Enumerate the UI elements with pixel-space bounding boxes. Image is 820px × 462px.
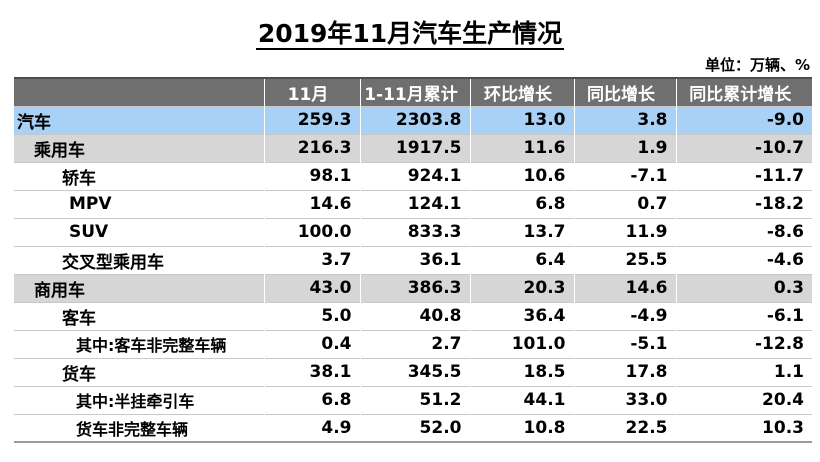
cell-yoy-cumulative: -8.6 <box>676 217 812 246</box>
cell-cumulative: 124.1 <box>360 189 471 218</box>
cell-cumulative: 833.3 <box>360 217 471 246</box>
cell-mom: 20.3 <box>470 273 575 302</box>
cell-month: 98.1 <box>264 161 361 190</box>
cell-mom: 10.6 <box>470 161 575 190</box>
cell-yoy: 1.9 <box>574 133 677 162</box>
table-row: 商用车 43.0 386.3 20.3 14.6 0.3 <box>14 273 812 302</box>
cell-yoy-cumulative: 10.3 <box>676 413 812 443</box>
table-row: SUV 100.0 833.3 13.7 11.9 -8.6 <box>14 217 812 246</box>
row-label: 汽车 <box>14 105 265 134</box>
cell-cumulative: 924.1 <box>360 161 471 190</box>
table-row: 其中:半挂牵引车 6.8 51.2 44.1 33.0 20.4 <box>14 385 812 414</box>
row-label: 乘用车 <box>14 133 265 162</box>
header-cell-yoy-cumulative: 同比累计增长 <box>676 77 812 106</box>
row-label: MPV <box>14 189 265 218</box>
cell-cumulative: 386.3 <box>360 273 471 302</box>
cell-yoy: 11.9 <box>574 217 677 246</box>
cell-yoy: 3.8 <box>574 105 677 134</box>
cell-month: 38.1 <box>264 357 361 386</box>
cell-yoy: -5.1 <box>574 329 677 358</box>
cell-month: 4.9 <box>264 413 361 443</box>
cell-mom: 13.0 <box>470 105 575 134</box>
row-label: SUV <box>14 217 265 246</box>
cell-cumulative: 2.7 <box>360 329 471 358</box>
cell-month: 14.6 <box>264 189 361 218</box>
cell-yoy: 33.0 <box>574 385 677 414</box>
cell-month: 6.8 <box>264 385 361 414</box>
cell-yoy: 17.8 <box>574 357 677 386</box>
table-row: 轿车 98.1 924.1 10.6 -7.1 -11.7 <box>14 161 812 190</box>
cell-yoy-cumulative: 20.4 <box>676 385 812 414</box>
cell-yoy-cumulative: -9.0 <box>676 105 812 134</box>
cell-month: 0.4 <box>264 329 361 358</box>
cell-mom: 44.1 <box>470 385 575 414</box>
header-cell-yoy: 同比增长 <box>574 77 677 106</box>
table-row: 其中:客车非完整车辆 0.4 2.7 101.0 -5.1 -12.8 <box>14 329 812 358</box>
cell-yoy-cumulative: -18.2 <box>676 189 812 218</box>
table-row: 货车 38.1 345.5 18.5 17.8 1.1 <box>14 357 812 386</box>
cell-yoy: 0.7 <box>574 189 677 218</box>
header-row: 11月 1-11月累计 环比增长 同比增长 同比累计增长 <box>14 77 812 106</box>
table-body: 汽车 259.3 2303.8 13.0 3.8 -9.0 乘用车 216.3 1917.5 11… <box>14 105 812 443</box>
cell-yoy: 22.5 <box>574 413 677 443</box>
cell-yoy: 25.5 <box>574 245 677 274</box>
cell-cumulative: 2303.8 <box>360 105 471 134</box>
cell-mom: 11.6 <box>470 133 575 162</box>
cell-mom: 18.5 <box>470 357 575 386</box>
cell-yoy-cumulative: -4.6 <box>676 245 812 274</box>
cell-yoy: -7.1 <box>574 161 677 190</box>
cell-mom: 10.8 <box>470 413 575 443</box>
cell-cumulative: 36.1 <box>360 245 471 274</box>
cell-month: 5.0 <box>264 301 361 330</box>
row-label: 其中:半挂牵引车 <box>14 385 265 414</box>
row-label: 交叉型乘用车 <box>14 245 265 274</box>
cell-yoy: -4.9 <box>574 301 677 330</box>
unit-label: 单位：万辆、% <box>704 56 810 74</box>
table-row: 乘用车 216.3 1917.5 11.6 1.9 -10.7 <box>14 133 812 162</box>
row-label: 货车非完整车辆 <box>14 413 265 443</box>
table-header: 11月 1-11月累计 环比增长 同比增长 同比累计增长 <box>14 77 812 106</box>
cell-cumulative: 40.8 <box>360 301 471 330</box>
table-row: 客车 5.0 40.8 36.4 -4.9 -6.1 <box>14 301 812 330</box>
cell-yoy-cumulative: -6.1 <box>676 301 812 330</box>
table-row: 交叉型乘用车 3.7 36.1 6.4 25.5 -4.6 <box>14 245 812 274</box>
header-cell-cumulative: 1-11月累计 <box>360 77 471 106</box>
cell-yoy-cumulative: 0.3 <box>676 273 812 302</box>
header-cell-month: 11月 <box>264 77 361 106</box>
cell-month: 3.7 <box>264 245 361 274</box>
cell-month: 100.0 <box>264 217 361 246</box>
cell-cumulative: 1917.5 <box>360 133 471 162</box>
row-label: 货车 <box>14 357 265 386</box>
cell-month: 259.3 <box>264 105 361 134</box>
cell-mom: 6.8 <box>470 189 575 218</box>
cell-cumulative: 345.5 <box>360 357 471 386</box>
row-label: 客车 <box>14 301 265 330</box>
cell-month: 216.3 <box>264 133 361 162</box>
cell-yoy-cumulative: -10.7 <box>676 133 812 162</box>
table-row: MPV 14.6 124.1 6.8 0.7 -18.2 <box>14 189 812 218</box>
page-title-text: 2019年11月汽车生产情况 <box>255 19 565 50</box>
header-cell-name <box>14 77 265 106</box>
row-label: 轿车 <box>14 161 265 190</box>
cell-yoy-cumulative: -11.7 <box>676 161 812 190</box>
cell-cumulative: 51.2 <box>360 385 471 414</box>
header-cell-mom: 环比增长 <box>470 77 575 106</box>
page-title: 2019年11月汽车生产情况 <box>0 14 820 50</box>
cell-yoy-cumulative: -12.8 <box>676 329 812 358</box>
cell-yoy-cumulative: 1.1 <box>676 357 812 386</box>
cell-mom: 36.4 <box>470 301 575 330</box>
cell-mom: 101.0 <box>470 329 575 358</box>
cell-month: 43.0 <box>264 273 361 302</box>
cell-mom: 13.7 <box>470 217 575 246</box>
cell-yoy: 14.6 <box>574 273 677 302</box>
row-label: 商用车 <box>14 273 265 302</box>
table-row: 汽车 259.3 2303.8 13.0 3.8 -9.0 <box>14 105 812 134</box>
table-row: 货车非完整车辆 4.9 52.0 10.8 22.5 10.3 <box>14 413 812 443</box>
cell-mom: 6.4 <box>470 245 575 274</box>
row-label: 其中:客车非完整车辆 <box>14 329 265 358</box>
cell-cumulative: 52.0 <box>360 413 471 443</box>
production-table: 11月 1-11月累计 环比增长 同比增长 同比累计增长 汽车 259.3 2303… <box>14 77 812 443</box>
